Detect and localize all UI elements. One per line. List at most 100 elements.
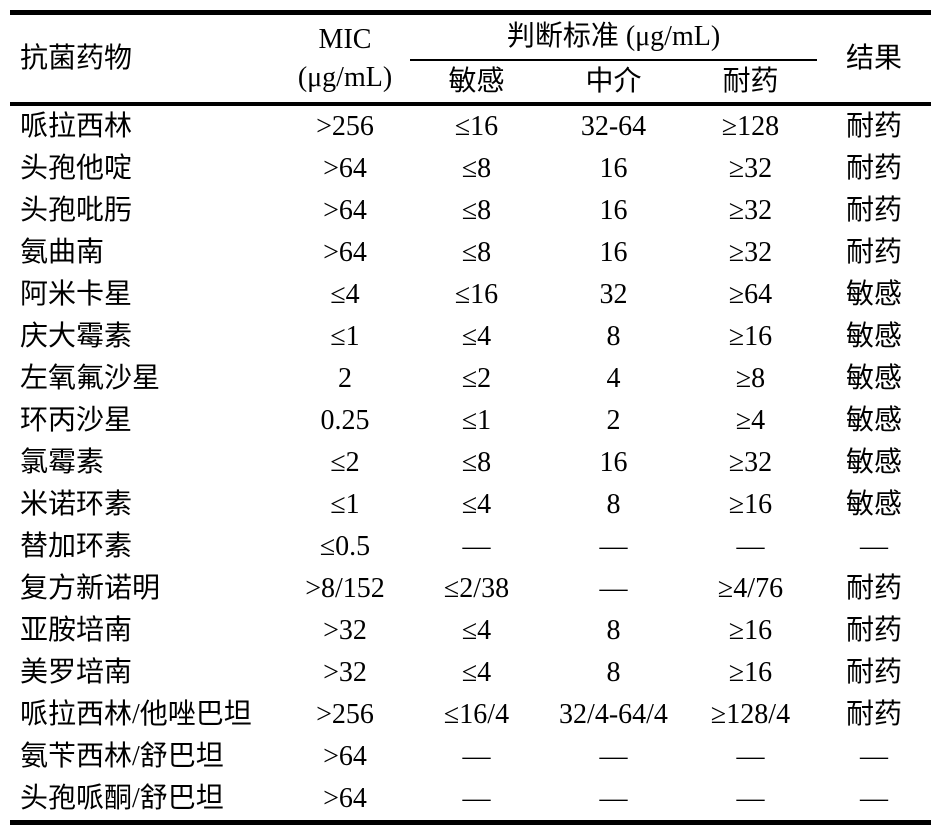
mic-cell: >64: [323, 783, 367, 814]
mic-cell: >256: [316, 111, 374, 142]
sensitive-cell: ≤16: [454, 279, 499, 310]
drug-cell: 复方新诺明: [20, 573, 161, 604]
drug-cell: 替加环素: [20, 531, 133, 562]
mic-cell: ≤0.5: [319, 531, 371, 562]
sensitive-cell: ≤4: [461, 615, 492, 646]
mic-cell: >64: [323, 195, 367, 226]
table-row: 阿米卡星 ≤4 ≤16 32 ≥64 敏感: [10, 274, 931, 316]
sensitive-cell: ≤8: [461, 237, 492, 268]
table-row: 庆大霉素 ≤1 ≤4 8 ≥16 敏感: [10, 316, 931, 358]
intermediate-cell: —: [599, 573, 628, 604]
intermediate-cell: 32: [599, 279, 628, 310]
result-cell: 敏感: [845, 279, 902, 310]
intermediate-cell: 8: [606, 321, 621, 352]
sensitive-cell: ≤8: [461, 195, 492, 226]
mic-cell: 0.25: [320, 405, 370, 436]
sensitive-cell: —: [462, 783, 491, 814]
mic-cell: >32: [323, 657, 367, 688]
drug-cell: 阿米卡星: [20, 279, 133, 310]
table-row: 美罗培南 >32 ≤4 8 ≥16 耐药: [10, 652, 931, 694]
result-cell: 敏感: [845, 489, 902, 520]
drug-cell: 氨曲南: [20, 237, 105, 268]
result-cell: 耐药: [845, 111, 902, 142]
resistant-cell: ≥128/4: [710, 699, 791, 730]
table-row: 氨苄西林/舒巴坦 >64 — — — —: [10, 736, 931, 778]
table-row: 头孢哌酮/舒巴坦 >64 — — — —: [10, 778, 931, 823]
intermediate-cell: 16: [599, 237, 628, 268]
sensitive-cell: ≤4: [461, 321, 492, 352]
resistant-cell: ≥4/76: [717, 573, 784, 604]
header-mic-line2: (μg/mL): [297, 61, 393, 93]
result-cell: —: [860, 783, 888, 814]
drug-cell: 头孢他啶: [20, 153, 133, 184]
drug-cell: 左氧氟沙星: [20, 363, 161, 394]
header-sensitive: 敏感: [410, 60, 543, 106]
intermediate-cell: —: [599, 741, 628, 772]
table-row: 哌拉西林/他唑巴坦 >256 ≤16/4 32/4-64/4 ≥128/4 耐药: [10, 694, 931, 736]
sensitive-cell: ≤2: [461, 363, 492, 394]
result-cell: 耐药: [845, 195, 902, 226]
drug-cell: 美罗培南: [20, 657, 133, 688]
result-cell: 耐药: [845, 237, 902, 268]
drug-cell: 氯霉素: [20, 447, 105, 478]
mic-cell: ≤1: [330, 321, 360, 352]
result-cell: 敏感: [845, 321, 902, 352]
result-cell: 耐药: [845, 615, 902, 646]
drug-cell: 庆大霉素: [20, 321, 133, 352]
resistant-cell: ≥32: [728, 195, 773, 226]
header-drug: 抗菌药物: [10, 12, 280, 106]
resistant-cell: ≥8: [735, 363, 766, 394]
intermediate-cell: 8: [606, 489, 621, 520]
sensitive-cell: ≤4: [461, 489, 492, 520]
table-row: 环丙沙星 0.25 ≤1 2 ≥4 敏感: [10, 400, 931, 442]
result-cell: —: [860, 741, 888, 772]
mic-cell: >32: [323, 615, 367, 646]
table-row: 氨曲南 >64 ≤8 16 ≥32 耐药: [10, 232, 931, 274]
resistant-cell: ≥32: [728, 237, 773, 268]
resistant-cell: ≥16: [728, 321, 773, 352]
mic-cell: >8/152: [305, 573, 385, 604]
intermediate-cell: 32/4-64/4: [559, 699, 668, 730]
resistant-cell: ≥16: [728, 657, 773, 688]
resistant-cell: ≥128: [721, 111, 780, 142]
table-header: 抗菌药物 MIC (μg/mL) 判断标准 (μg/mL) 结果 敏感 中介 耐…: [10, 12, 931, 106]
result-cell: 敏感: [845, 363, 902, 394]
resistant-cell: ≥16: [728, 489, 773, 520]
table-row: 头孢吡肟 >64 ≤8 16 ≥32 耐药: [10, 190, 931, 232]
result-cell: 敏感: [845, 405, 902, 436]
table-row: 替加环素 ≤0.5 — — — —: [10, 526, 931, 568]
resistant-cell: ≥4: [735, 405, 766, 436]
drug-cell: 米诺环素: [20, 489, 133, 520]
resistant-cell: ≥32: [728, 447, 773, 478]
mic-cell: ≤1: [330, 489, 360, 520]
mic-cell: 2: [338, 363, 352, 394]
header-result: 结果: [817, 12, 931, 106]
resistant-cell: ≥16: [728, 615, 773, 646]
drug-cell: 哌拉西林: [20, 111, 133, 142]
sensitive-cell: ≤4: [461, 657, 492, 688]
resistant-cell: —: [736, 531, 765, 562]
intermediate-cell: 4: [606, 363, 621, 394]
resistant-cell: ≥64: [728, 279, 773, 310]
intermediate-cell: —: [599, 531, 628, 562]
table-row: 氯霉素 ≤2 ≤8 16 ≥32 敏感: [10, 442, 931, 484]
intermediate-cell: 8: [606, 615, 621, 646]
header-mic: MIC (μg/mL): [280, 12, 410, 106]
sensitive-cell: ≤2/38: [443, 573, 510, 604]
resistant-cell: —: [736, 783, 765, 814]
sensitive-cell: ≤16/4: [443, 699, 510, 730]
mic-cell: >64: [323, 237, 367, 268]
sensitive-cell: ≤8: [461, 153, 492, 184]
sensitive-cell: —: [462, 531, 491, 562]
header-intermediate: 中介: [543, 60, 684, 106]
header-row-2: 敏感 中介 耐药: [10, 60, 931, 106]
header-resistant: 耐药: [684, 60, 817, 106]
result-cell: 敏感: [845, 447, 902, 478]
drug-cell: 环丙沙星: [20, 405, 133, 436]
resistant-cell: ≥32: [728, 153, 773, 184]
sensitive-cell: ≤16: [454, 111, 499, 142]
mic-cell: ≤2: [330, 447, 360, 478]
table-body: 哌拉西林 >256 ≤16 32-64 ≥128 耐药 头孢他啶 >64 ≤8 16 ≥32 耐药 头孢…: [10, 104, 931, 823]
intermediate-cell: 8: [606, 657, 621, 688]
